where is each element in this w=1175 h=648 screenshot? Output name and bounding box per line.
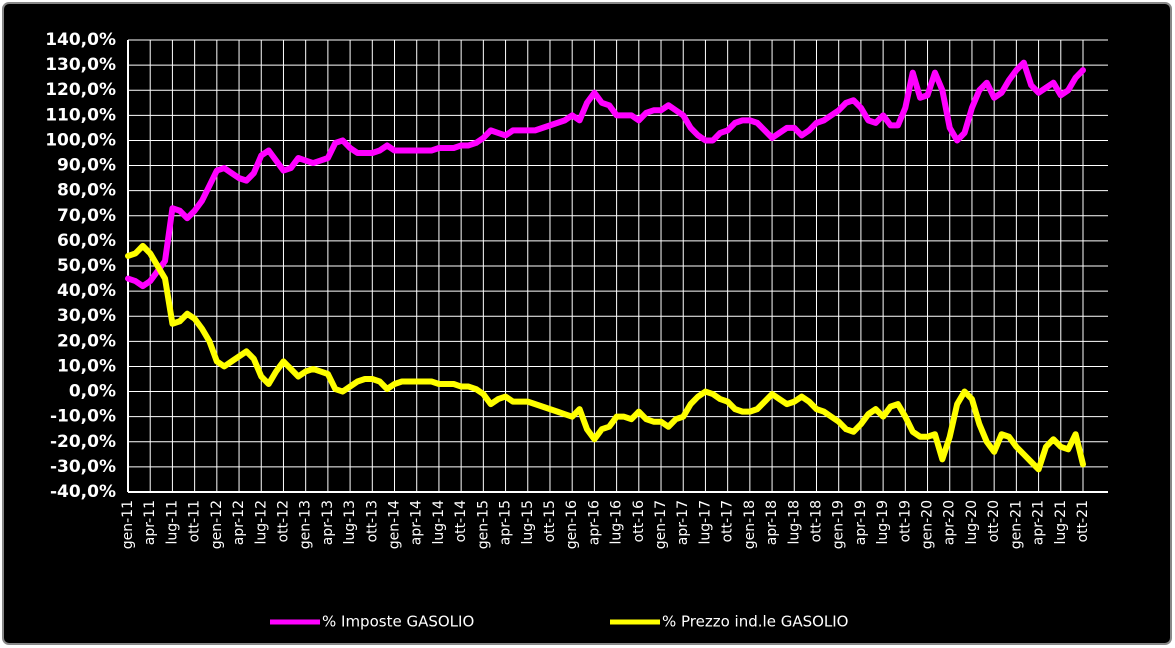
x-tick-label: gen-16	[564, 500, 580, 549]
x-tick-label: lug-20	[964, 500, 980, 545]
x-tick-label: lug-19	[875, 500, 891, 545]
y-tick-label: 90,0%	[57, 156, 116, 176]
series-line	[125, 242, 1086, 473]
x-tick-label: lug-13	[342, 500, 358, 545]
x-tick-label: ott-12	[275, 500, 291, 542]
x-tick-label: ott-20	[986, 500, 1002, 542]
x-tick-label: gen-14	[387, 500, 403, 549]
x-tick-label: ott-17	[720, 500, 736, 542]
x-tick-label: apr-21	[1031, 500, 1047, 545]
y-tick-label: 0,0%	[69, 382, 116, 402]
y-tick-label: -40,0%	[50, 482, 116, 502]
x-tick-label: apr-15	[498, 500, 514, 545]
y-tick-label: 40,0%	[57, 281, 116, 301]
x-tick-label: ott-14	[453, 500, 469, 543]
y-tick-label: 100,0%	[45, 130, 116, 150]
y-tick-label: 130,0%	[45, 55, 116, 75]
x-tick-label: gen-15	[475, 500, 491, 549]
x-tick-label: lug-15	[520, 500, 536, 545]
x-tick-label: ott-13	[364, 500, 380, 542]
y-tick-label: 80,0%	[57, 181, 116, 201]
x-tick-label: apr-13	[320, 500, 336, 545]
y-tick-label: 30,0%	[57, 306, 116, 326]
legend-label: % Imposte GASOLIO	[322, 613, 474, 631]
x-tick-label: gen-19	[831, 500, 847, 549]
x-tick-label: apr-11	[142, 500, 158, 545]
y-tick-label: -30,0%	[50, 457, 116, 477]
x-tick-label: lug-18	[786, 500, 802, 545]
x-tick-label: lug-16	[609, 500, 625, 545]
y-tick-label: 110,0%	[45, 105, 116, 125]
x-tick-label: gen-21	[1008, 500, 1024, 549]
x-tick-label: ott-15	[542, 500, 558, 542]
x-tick-label: ott-19	[897, 500, 913, 542]
legend-label: % Prezzo ind.le GASOLIO	[662, 613, 849, 631]
x-tick-label: lug-14	[431, 500, 447, 545]
y-tick-label: 20,0%	[57, 331, 116, 351]
x-tick-label: gen-18	[742, 500, 758, 549]
x-tick-label: gen-12	[209, 500, 225, 549]
x-tick-label: ott-11	[187, 500, 203, 542]
x-tick-label: ott-16	[631, 500, 647, 543]
x-tick-label: apr-14	[409, 500, 425, 545]
y-tick-label: -10,0%	[50, 407, 116, 427]
x-tick-label: apr-20	[942, 500, 958, 545]
y-tick-label: 60,0%	[57, 231, 116, 251]
x-tick-label: apr-17	[675, 500, 691, 545]
y-tick-label: 140,0%	[45, 30, 116, 50]
x-tick-label: apr-18	[764, 500, 780, 545]
y-tick-label: 50,0%	[57, 256, 116, 276]
x-tick-label: apr-12	[231, 500, 247, 545]
x-tick-label: apr-16	[586, 500, 602, 545]
y-tick-label: 120,0%	[45, 80, 116, 100]
x-tick-label: lug-17	[697, 500, 713, 545]
x-tick-label: lug-11	[164, 500, 180, 545]
y-tick-label: 10,0%	[57, 356, 116, 376]
y-tick-label: 70,0%	[57, 206, 116, 226]
x-tick-label: gen-11	[120, 500, 136, 549]
x-tick-label: apr-19	[853, 500, 869, 545]
x-tick-label: lug-21	[1053, 500, 1069, 545]
x-tick-label: lug-12	[253, 500, 269, 545]
y-tick-label: -20,0%	[50, 432, 116, 452]
x-tick-label: gen-20	[920, 500, 936, 549]
series-line	[125, 59, 1086, 290]
x-tick-label: ott-21	[1075, 500, 1091, 542]
x-tick-label: gen-13	[298, 500, 314, 549]
x-tick-label: gen-17	[653, 500, 669, 549]
x-tick-label: ott-18	[808, 500, 824, 542]
